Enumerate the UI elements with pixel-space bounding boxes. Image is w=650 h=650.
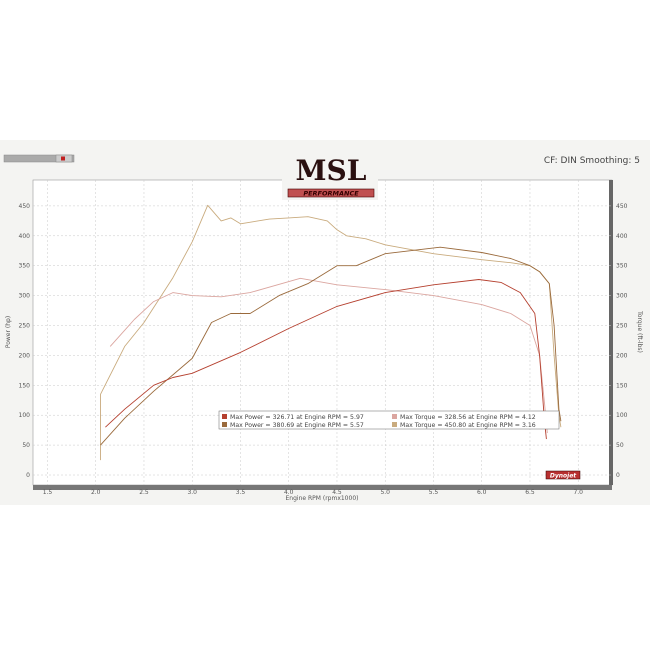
x-tick-label: 5.0 <box>380 489 390 496</box>
y2-tick-label: 250 <box>616 323 628 330</box>
x-tick-label: 7.0 <box>573 489 583 496</box>
series-line-power-run1 <box>105 279 547 440</box>
y-tick-label: 300 <box>19 293 31 300</box>
x-axis-label: Engine RPM (rpmx1000) <box>286 495 359 502</box>
y-tick-label: 150 <box>19 382 31 389</box>
y2-axis-label: Torque (ft-lbs) <box>636 310 643 353</box>
legend: Max Power = 326.71 at Engine RPM = 5.97 M… <box>218 410 560 430</box>
series-line-torque-run1 <box>109 277 548 434</box>
legend-entry: Max Power = 380.69 at Engine RPM = 5.57 <box>230 422 364 429</box>
ticks: 1.5 2.0 2.5 3.0 3.5 4.0 4.5 5.0 5.5 6.0 6.5 7.0 0 0 50… <box>19 203 628 496</box>
y-tick-label: 350 <box>19 263 31 270</box>
x-axis-bar <box>33 485 612 490</box>
x-tick-label: 3.0 <box>187 489 197 496</box>
y-tick-label: 50 <box>22 442 30 449</box>
x-tick-label: 6.0 <box>477 489 487 496</box>
x-tick-label: 1.5 <box>43 489 53 496</box>
legend-swatch-power-run1 <box>222 414 227 419</box>
y-axis-label: Power (hp) <box>5 316 12 348</box>
x-tick-label: 2.5 <box>139 489 149 496</box>
dynojet-logo-text: Dynojet <box>550 473 577 480</box>
y2-tick-label: 300 <box>616 293 628 300</box>
x-tick-label: 4.0 <box>284 489 294 496</box>
y2-tick-label: 450 <box>616 203 628 210</box>
x-tick-label: 6.5 <box>525 489 535 496</box>
y2-tick-label: 400 <box>616 233 628 240</box>
x-tick-label: 5.5 <box>429 489 439 496</box>
y2-tick-label: 50 <box>616 442 624 449</box>
y2-tick-label: 0 <box>616 472 620 479</box>
legend-swatch-torque-run1 <box>392 414 397 419</box>
y-tick-label: 200 <box>19 352 31 359</box>
legend-swatch-torque-run2 <box>392 422 397 427</box>
right-axis-bar <box>609 180 613 485</box>
msl-logo: MSL PERFORMANCE <box>282 148 378 200</box>
y-tick-label: 100 <box>19 412 31 419</box>
dynojet-logo: Dynojet <box>545 470 581 480</box>
settings-text: CF: DIN Smoothing: 5 <box>544 156 640 166</box>
x-tick-label: 2.0 <box>91 489 101 496</box>
legend-entry: Max Torque = 328.56 at Engine RPM = 4.12 <box>400 414 536 421</box>
y-tick-label: 250 <box>19 323 31 330</box>
logo-text: MSL <box>296 154 367 187</box>
y2-tick-label: 200 <box>616 352 628 359</box>
logo-subtext: PERFORMANCE <box>303 190 359 198</box>
y2-tick-label: 100 <box>616 412 628 419</box>
y2-tick-label: 150 <box>616 382 628 389</box>
y-tick-label: 400 <box>19 233 31 240</box>
legend-entry: Max Power = 326.71 at Engine RPM = 5.97 <box>230 414 364 421</box>
series-line-power-run2 <box>100 246 562 446</box>
y-tick-label: 450 <box>19 203 31 210</box>
x-tick-label: 3.5 <box>236 489 246 496</box>
plot-area <box>32 179 613 486</box>
x-tick-label: 4.5 <box>332 489 342 496</box>
y-tick-label: 0 <box>26 472 30 479</box>
slider-widget[interactable] <box>3 154 75 163</box>
legend-swatch-power-run2 <box>222 422 227 427</box>
y2-tick-label: 350 <box>616 263 628 270</box>
legend-entry: Max Torque = 450.80 at Engine RPM = 3.16 <box>400 422 536 429</box>
slider-handle[interactable] <box>61 156 65 161</box>
series-lines <box>100 204 562 461</box>
